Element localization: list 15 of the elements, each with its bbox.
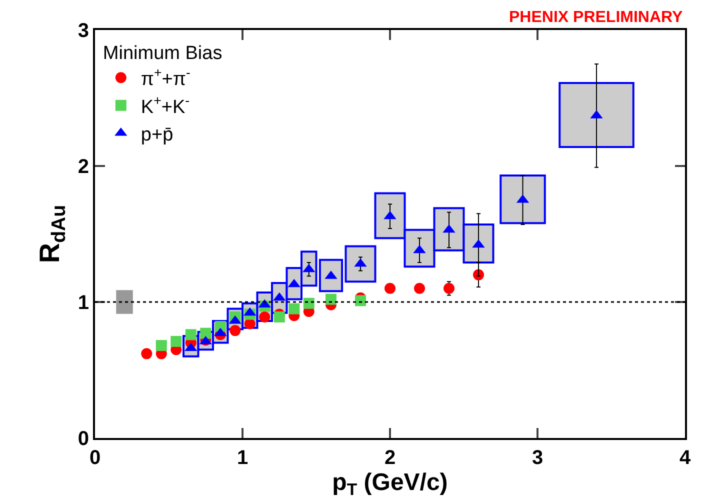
x-tick-label: 2 xyxy=(384,447,396,469)
legend-label: π$^{+}$+π$^{-}$ xyxy=(140,65,190,90)
y-tick-label: 1 xyxy=(78,292,89,314)
x-axis-title: p$_{T}$ (GeV/c) xyxy=(332,469,448,500)
y-tick-label: 0 xyxy=(78,428,89,450)
y-tick-label: 2 xyxy=(78,156,89,178)
text: PHENIX PRELIMINARY xyxy=(509,9,683,26)
x-tick-label: 1 xyxy=(236,447,248,469)
legend-label: p+p̄ xyxy=(140,124,174,146)
legend-label: K$^{+}$+K$^{-}$ xyxy=(140,92,190,118)
bar xyxy=(116,290,133,314)
x-tick-label: 3 xyxy=(532,447,544,469)
x-tick-label: 4 xyxy=(679,447,692,469)
legend-title: Minimum Bias xyxy=(102,42,222,64)
y-tick-label: 3 xyxy=(78,20,89,42)
